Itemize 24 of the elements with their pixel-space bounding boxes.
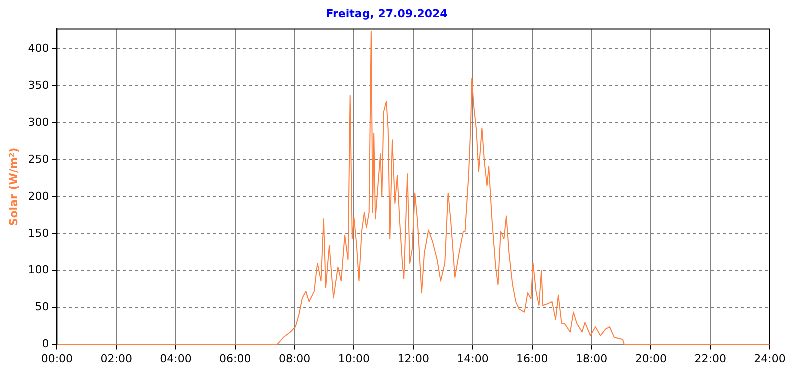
x-tick-label: 12:00 — [398, 352, 430, 366]
x-tick-label: 08:00 — [278, 352, 311, 366]
x-tick-label: 14:00 — [457, 352, 489, 366]
y-axis-title: Solar (W/m²) — [7, 148, 20, 226]
x-tick-label: 18:00 — [576, 352, 608, 366]
y-tick-label: 350 — [28, 78, 50, 92]
y-tick-label: 300 — [28, 116, 50, 129]
y-tick-label: 400 — [28, 42, 50, 56]
x-tick-label: 02:00 — [100, 352, 132, 366]
y-tick-label: 200 — [28, 190, 50, 203]
x-tick-label: 24:00 — [754, 352, 786, 366]
y-tick-label: 100 — [28, 264, 50, 277]
x-tick-label: 22:00 — [694, 352, 726, 366]
x-tick-label: 10:00 — [338, 352, 370, 366]
y-tick-label: 250 — [28, 152, 50, 166]
x-tick-label: 06:00 — [220, 352, 252, 366]
y-tick-label: 50 — [35, 300, 50, 314]
y-tick-label: 150 — [28, 226, 50, 240]
x-tick-label: 16:00 — [516, 352, 548, 366]
chart-title: Freitag, 27.09.2024 — [326, 7, 448, 20]
x-tick-label: 20:00 — [635, 352, 668, 366]
y-tick-label: 0 — [42, 338, 50, 351]
x-tick-label: 00:00 — [41, 352, 74, 366]
x-tick-label: 04:00 — [160, 352, 192, 366]
